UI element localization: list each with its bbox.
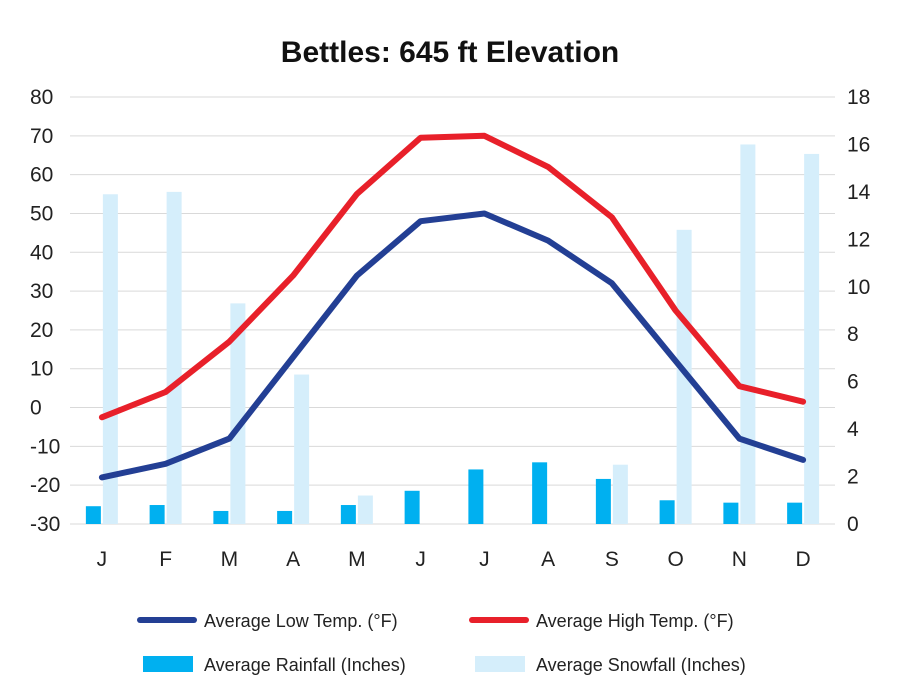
legend: Average Low Temp. (°F) Average High Temp.… <box>137 611 746 675</box>
rainfall-bar <box>213 510 229 524</box>
rainfall-bar <box>723 502 739 524</box>
left-tick-label: 10 <box>30 358 53 381</box>
legend-swatch <box>143 656 193 672</box>
legend-item: Average High Temp. (°F) <box>469 611 734 631</box>
x-tick-label: M <box>221 548 239 571</box>
right-tick-label: 14 <box>847 181 871 204</box>
left-tick-label: 80 <box>30 86 53 109</box>
right-tick-label: 4 <box>847 418 859 441</box>
legend-label: Average Low Temp. (°F) <box>204 611 398 631</box>
x-tick-label: S <box>605 548 619 571</box>
x-tick-label: A <box>541 548 555 571</box>
snowfall-bar <box>357 495 373 524</box>
x-tick-label: J <box>97 548 108 571</box>
snowfall-bar <box>740 144 756 524</box>
left-tick-label: 30 <box>30 280 53 303</box>
rainfall-bar <box>659 500 675 524</box>
x-tick-label: O <box>667 548 683 571</box>
rainfall-bar <box>468 469 484 524</box>
x-tick-label: A <box>286 548 300 571</box>
x-tick-label: F <box>159 548 172 571</box>
left-tick-label: -20 <box>30 474 60 497</box>
right-tick-label: 8 <box>847 323 859 346</box>
rainfall-bar <box>532 462 548 524</box>
legend-swatch <box>475 656 525 672</box>
rainfall-bar <box>787 502 803 524</box>
legend-item: Average Low Temp. (°F) <box>137 611 398 631</box>
x-tick-label: M <box>348 548 366 571</box>
right-tick-label: 6 <box>847 371 859 394</box>
high-temp-line <box>98 132 807 421</box>
left-tick-label: 50 <box>30 202 53 225</box>
snowfall-bar <box>166 191 182 524</box>
right-tick-label: 12 <box>847 228 870 251</box>
right-tick-label: 0 <box>847 513 859 536</box>
low-temp-line <box>98 210 807 481</box>
x-tick-label: N <box>732 548 747 571</box>
x-tick-label: D <box>796 548 811 571</box>
snowfall-bar <box>102 194 118 524</box>
rainfall-bar <box>595 478 611 524</box>
rainfall-bar <box>404 490 420 524</box>
gridlines <box>70 96 835 525</box>
left-tick-label: -30 <box>30 513 60 536</box>
right-tick-label: 10 <box>847 276 870 299</box>
legend-label: Average Rainfall (Inches) <box>204 655 406 675</box>
legend-item: Average Snowfall (Inches) <box>475 655 746 675</box>
x-tick-label: J <box>479 548 490 571</box>
rainfall-bar <box>85 506 101 524</box>
right-tick-label: 2 <box>847 466 859 489</box>
x-tick-label: J <box>415 548 426 571</box>
rainfall-bar <box>149 505 165 524</box>
rainfall-bar <box>277 510 293 524</box>
left-tick-label: 40 <box>30 241 53 264</box>
left-tick-label: -10 <box>30 435 60 458</box>
left-tick-label: 70 <box>30 125 53 148</box>
right-tick-label: 16 <box>847 133 870 156</box>
left-tick-label: 60 <box>30 164 53 187</box>
bar-series <box>85 144 820 524</box>
snowfall-bar <box>676 229 692 524</box>
snowfall-bar <box>294 374 310 524</box>
left-tick-label: 0 <box>30 397 42 420</box>
snowfall-bar <box>804 153 820 524</box>
left-y-axis: 80 70 60 50 40 30 20 10 0 -10 -20 -30 <box>30 86 60 536</box>
line-series <box>98 132 807 481</box>
right-tick-label: 18 <box>847 86 870 109</box>
snowfall-bar <box>230 303 246 524</box>
right-y-axis: 18 16 14 12 10 8 6 4 2 0 <box>847 86 871 536</box>
rainfall-bar <box>340 505 356 524</box>
legend-item: Average Rainfall (Inches) <box>143 655 406 675</box>
snowfall-bar <box>612 464 628 524</box>
legend-label: Average High Temp. (°F) <box>536 611 734 631</box>
chart-title: Bettles: 645 ft Elevation <box>281 36 619 69</box>
left-tick-label: 20 <box>30 319 53 342</box>
legend-label: Average Snowfall (Inches) <box>536 655 746 675</box>
